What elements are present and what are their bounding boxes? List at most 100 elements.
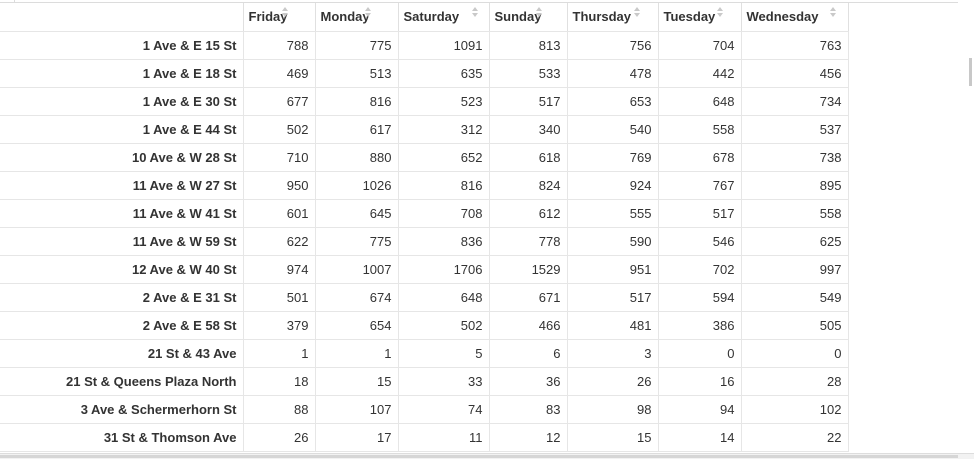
cell-tuesday: 14: [658, 423, 742, 452]
row-name-cell: 31 St & Thomson Ave: [0, 423, 244, 452]
table-row[interactable]: 3 Ave & Schermerhorn St 88 107 74 83 98 94 102: [0, 395, 849, 424]
cell-friday: 379: [243, 311, 316, 340]
cell-wednesday: 738: [741, 143, 849, 172]
column-header-label: Monday: [320, 9, 370, 25]
row-name-cell: 2 Ave & E 31 St: [0, 283, 244, 312]
sort-both-icon[interactable]: [829, 7, 836, 19]
cell-wednesday: 549: [741, 283, 849, 312]
cell-saturday: 5: [398, 339, 490, 368]
cell-sunday: 466: [489, 311, 568, 340]
row-name-cell: 3 Ave & Schermerhorn St: [0, 395, 244, 424]
cell-friday: 622: [243, 227, 316, 256]
cell-saturday: 836: [398, 227, 490, 256]
cell-wednesday: 28: [741, 367, 849, 396]
cell-thursday: 15: [567, 423, 659, 452]
column-header-saturday[interactable]: Saturday: [398, 3, 490, 32]
table-row[interactable]: 1 Ave & E 30 St 677 816 523 517 653 648 734: [0, 87, 849, 116]
sort-both-icon[interactable]: [535, 7, 542, 19]
cell-thursday: 98: [567, 395, 659, 424]
column-header-wednesday[interactable]: Wednesday: [741, 3, 849, 32]
cell-friday: 1: [243, 339, 316, 368]
cell-monday: 775: [315, 227, 399, 256]
cell-sunday: 778: [489, 227, 568, 256]
cell-saturday: 652: [398, 143, 490, 172]
table-row[interactable]: 11 Ave & W 27 St 950 1026 816 824 924 767 895: [0, 171, 849, 200]
vertical-scrollbar-thumb[interactable]: [969, 58, 972, 86]
table-row[interactable]: 21 St & 43 Ave 1 1 5 6 3 0 0: [0, 339, 849, 368]
row-name-cell: 11 Ave & W 59 St: [0, 227, 244, 256]
table-row[interactable]: 2 Ave & E 31 St 501 674 648 671 517 594 549: [0, 283, 849, 312]
table-row[interactable]: 11 Ave & W 41 St 601 645 708 612 555 517 558: [0, 199, 849, 228]
cell-tuesday: 648: [658, 87, 742, 116]
cell-saturday: 11: [398, 423, 490, 452]
column-header-sunday[interactable]: Sunday: [489, 3, 568, 32]
cell-saturday: 523: [398, 87, 490, 116]
sort-both-icon[interactable]: [364, 7, 371, 19]
table-row[interactable]: 31 St & Thomson Ave 26 17 11 12 15 14 22: [0, 423, 849, 452]
cell-monday: 15: [315, 367, 399, 396]
table-row[interactable]: 1 Ave & E 44 St 502 617 312 340 540 558 537: [0, 115, 849, 144]
table-row[interactable]: 11 Ave & W 59 St 622 775 836 778 590 546 625: [0, 227, 849, 256]
cell-friday: 788: [243, 31, 316, 60]
row-name-cell: 2 Ave & E 58 St: [0, 311, 244, 340]
horizontal-scrollbar[interactable]: [0, 453, 974, 459]
cell-monday: 1: [315, 339, 399, 368]
column-header-label: Sunday: [494, 9, 542, 25]
cell-thursday: 769: [567, 143, 659, 172]
cell-monday: 17: [315, 423, 399, 452]
cell-friday: 502: [243, 115, 316, 144]
cell-saturday: 816: [398, 171, 490, 200]
table-row[interactable]: 2 Ave & E 58 St 379 654 502 466 481 386 505: [0, 311, 849, 340]
row-name-cell: 1 Ave & E 15 St: [0, 31, 244, 60]
cell-tuesday: 386: [658, 311, 742, 340]
column-header-tuesday[interactable]: Tuesday: [658, 3, 742, 32]
top-divider-tick: [14, 0, 15, 3]
cell-thursday: 26: [567, 367, 659, 396]
cell-sunday: 36: [489, 367, 568, 396]
sort-both-icon[interactable]: [716, 7, 723, 19]
cell-monday: 107: [315, 395, 399, 424]
cell-thursday: 951: [567, 255, 659, 284]
cell-monday: 513: [315, 59, 399, 88]
sort-both-icon[interactable]: [281, 7, 288, 19]
table-row[interactable]: 1 Ave & E 18 St 469 513 635 533 478 442 456: [0, 59, 849, 88]
row-name-cell: 1 Ave & E 18 St: [0, 59, 244, 88]
cell-tuesday: 767: [658, 171, 742, 200]
column-header-thursday[interactable]: Thursday: [567, 3, 659, 32]
cell-saturday: 33: [398, 367, 490, 396]
cell-wednesday: 102: [741, 395, 849, 424]
cell-saturday: 74: [398, 395, 490, 424]
cell-sunday: 618: [489, 143, 568, 172]
data-table: Friday Monday Saturday Sunday Thursday Tuesda…: [0, 3, 849, 452]
cell-wednesday: 456: [741, 59, 849, 88]
cell-wednesday: 997: [741, 255, 849, 284]
cell-thursday: 478: [567, 59, 659, 88]
cell-sunday: 6: [489, 339, 568, 368]
sort-both-icon[interactable]: [633, 7, 640, 19]
cell-wednesday: 763: [741, 31, 849, 60]
cell-monday: 674: [315, 283, 399, 312]
cell-saturday: 312: [398, 115, 490, 144]
sort-both-icon[interactable]: [471, 7, 478, 19]
column-header-label: Thursday: [572, 9, 632, 25]
cell-sunday: 517: [489, 87, 568, 116]
column-header-label: Saturday: [403, 9, 460, 25]
table-row[interactable]: 12 Ave & W 40 St 974 1007 1706 1529 951 702 997: [0, 255, 849, 284]
table-row[interactable]: 21 St & Queens Plaza North 18 15 33 36 26 16 28: [0, 367, 849, 396]
table-row[interactable]: 1 Ave & E 15 St 788 775 1091 813 756 704 763: [0, 31, 849, 60]
cell-tuesday: 546: [658, 227, 742, 256]
row-name-cell: 1 Ave & E 44 St: [0, 115, 244, 144]
column-header-monday[interactable]: Monday: [315, 3, 399, 32]
cell-tuesday: 678: [658, 143, 742, 172]
row-name-cell: 21 St & 43 Ave: [0, 339, 244, 368]
cell-tuesday: 704: [658, 31, 742, 60]
cell-friday: 710: [243, 143, 316, 172]
cell-monday: 1026: [315, 171, 399, 200]
column-header-friday[interactable]: Friday: [243, 3, 316, 32]
table-row[interactable]: 10 Ave & W 28 St 710 880 652 618 769 678 738: [0, 143, 849, 172]
cell-tuesday: 94: [658, 395, 742, 424]
row-name-cell: 12 Ave & W 40 St: [0, 255, 244, 284]
cell-monday: 1007: [315, 255, 399, 284]
horizontal-scrollbar-thumb[interactable]: [0, 455, 958, 458]
row-name-cell: 10 Ave & W 28 St: [0, 143, 244, 172]
